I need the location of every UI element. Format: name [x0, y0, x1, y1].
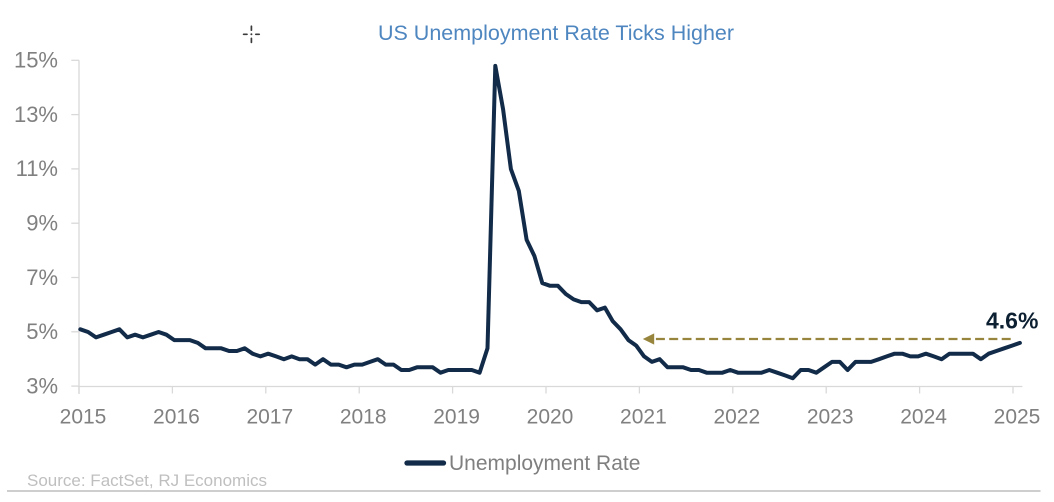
svg-text:2023: 2023	[807, 405, 854, 428]
svg-text:3%: 3%	[26, 373, 58, 398]
svg-text:2019: 2019	[433, 405, 480, 428]
svg-text:Unemployment Rate: Unemployment Rate	[449, 452, 640, 475]
svg-text:Source: FactSet, RJ Economics: Source: FactSet, RJ Economics	[27, 471, 267, 490]
svg-text:2020: 2020	[527, 405, 574, 428]
svg-text:5%: 5%	[26, 319, 58, 344]
svg-text:4.6%: 4.6%	[986, 308, 1038, 334]
svg-text:7%: 7%	[26, 265, 58, 290]
svg-text:9%: 9%	[26, 211, 58, 236]
svg-text:11%: 11%	[16, 156, 58, 181]
svg-text:2015: 2015	[60, 405, 107, 428]
svg-text:US Unemployment Rate Ticks Hig: US Unemployment Rate Ticks Higher	[378, 21, 734, 45]
svg-text:2018: 2018	[340, 405, 387, 428]
svg-text:2025: 2025	[994, 405, 1041, 428]
svg-text:13%: 13%	[14, 102, 58, 127]
svg-text:2016: 2016	[153, 405, 200, 428]
svg-text:2024: 2024	[900, 405, 947, 428]
svg-text:2022: 2022	[713, 405, 760, 428]
svg-text:15%: 15%	[14, 48, 58, 73]
svg-text:2021: 2021	[620, 405, 667, 428]
svg-text:2017: 2017	[246, 405, 293, 428]
